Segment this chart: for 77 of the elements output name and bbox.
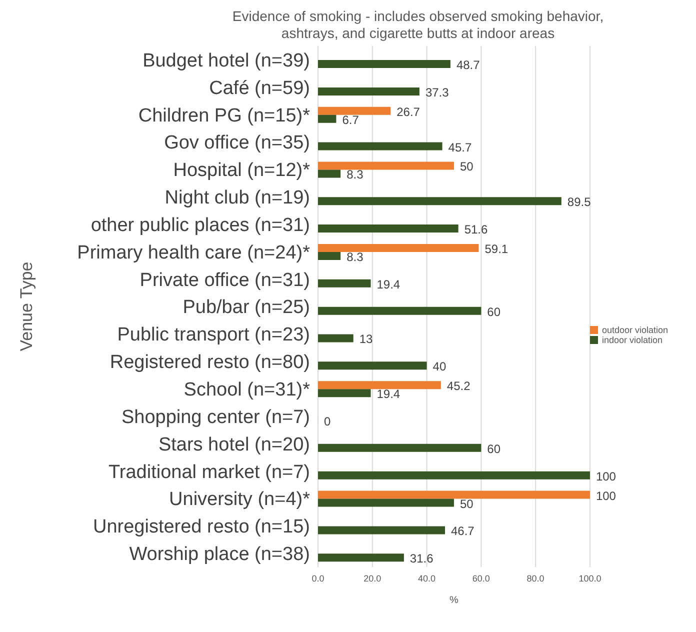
data-label: 45.7 [448,140,472,154]
y-axis-title: Venue Type [17,262,36,352]
y-tick-label: Public transport (n=23) [117,324,310,346]
x-tick-label: 40.0 [418,573,436,584]
data-label: 45.2 [446,379,471,394]
data-label: 19.4 [376,277,400,292]
y-tick-label: Unregistered resto (n=15) [92,516,310,538]
bar [318,224,458,233]
y-tick-label: Pub/bar (n=25) [182,297,310,318]
bar [318,279,371,288]
y-tick-label: Traditional market (n=7) [108,462,310,483]
y-tick-label: Budget hotel (n=39) [142,50,310,72]
data-label: 60 [487,442,501,456]
bar [318,114,336,123]
bar [318,87,420,96]
data-label: 50 [460,496,474,511]
y-tick-label: University (n=4)* [169,489,311,510]
y-tick-label: School (n=31)* [184,380,311,401]
data-label: 59.1 [484,242,508,256]
bar [318,106,391,115]
y-tick-label: Primary health care (n=24)* [77,242,311,264]
data-label: 19.4 [376,387,400,402]
bar [318,490,590,499]
y-tick-label: Stars hotel (n=20) [158,434,310,456]
bar [318,554,404,562]
data-label: 8.3 [346,250,364,264]
x-tick-label: 80.0 [526,573,544,584]
y-tick-label: Shopping center (n=7) [121,406,310,428]
bar [318,60,450,68]
y-tick-label: Gov office (n=35) [164,132,310,154]
chart-title: Evidence of smoking - includes observed smoking behavior, ashtrays, and cigarette butts at indoor areas [231,8,605,42]
bar [318,389,371,398]
y-tick-label: Night club (n=19) [164,188,310,209]
y-tick-label: Registered resto (n=80) [110,352,310,374]
y-tick-label: Café (n=59) [209,78,310,99]
bar [318,306,482,315]
data-label: 46.7 [451,524,475,538]
y-tick-label: other public places (n=31) [90,214,310,236]
legend-label: outdoor violation [602,324,668,334]
data-label: 0 [324,414,332,429]
data-label: 31.6 [410,552,434,566]
y-tick-label: Worship place (n=38) [129,544,310,566]
y-tick-label: Private office (n=31) [140,270,310,291]
bar [318,444,482,452]
data-label: 48.7 [456,58,480,72]
data-label: 51.6 [464,222,488,237]
data-label: 89.5 [567,195,592,210]
data-label: 8.3 [346,168,364,182]
x-tick-label: 100.0 [578,573,602,584]
data-label: 100 [596,469,616,484]
bar [318,498,454,507]
bar [318,244,479,252]
bar [318,471,590,480]
data-label: 100 [596,488,616,503]
bar [318,381,441,390]
bar [318,526,445,534]
bar [318,142,442,150]
legend-label: indoor violation [602,334,662,344]
bar [318,362,427,370]
bar [318,334,354,342]
data-label: 26.7 [396,104,420,119]
data-label: 6.7 [342,112,360,127]
bar [318,197,562,206]
data-label: 13 [359,332,374,346]
data-label: 37.3 [425,85,450,100]
bar [318,252,341,260]
y-tick-label: Children PG (n=15)* [138,105,311,126]
data-label: 50 [460,160,474,174]
bar [318,170,341,178]
y-tick-label: Hospital (n=12)* [173,160,311,182]
data-label: 40 [432,360,446,374]
x-axis-title: % [450,595,459,606]
data-label: 60 [487,304,501,319]
x-tick-label: 0.0 [312,573,324,584]
x-tick-label: 20.0 [364,573,382,584]
x-tick-label: 60.0 [472,573,490,584]
bar [318,162,454,170]
